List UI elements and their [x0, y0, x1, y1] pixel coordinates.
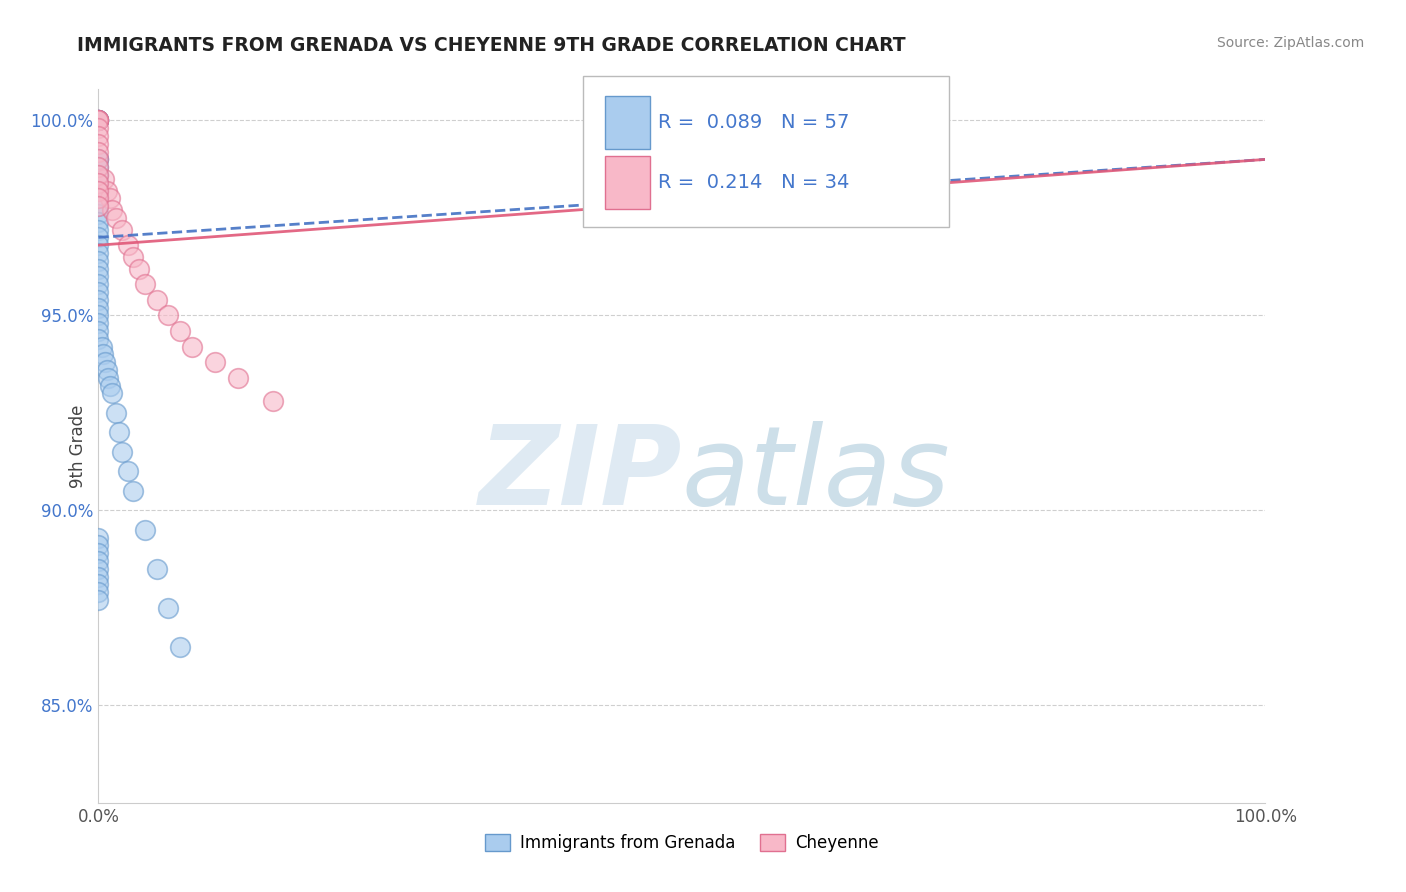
Text: atlas: atlas	[682, 421, 950, 528]
Point	[101, 386, 124, 401]
Point	[117, 464, 139, 478]
Point	[87, 324, 110, 338]
Point	[96, 184, 118, 198]
Point	[128, 261, 150, 276]
Point	[87, 316, 110, 330]
Text: R =  0.089   N = 57: R = 0.089 N = 57	[658, 112, 849, 132]
Point	[104, 406, 127, 420]
Point	[111, 222, 134, 236]
Text: IMMIGRANTS FROM GRENADA VS CHEYENNE 9TH GRADE CORRELATION CHART: IMMIGRANTS FROM GRENADA VS CHEYENNE 9TH …	[77, 36, 905, 54]
Point	[87, 176, 110, 190]
Text: Source: ZipAtlas.com: Source: ZipAtlas.com	[1216, 36, 1364, 50]
Point	[87, 215, 110, 229]
Point	[87, 199, 110, 213]
Point	[157, 600, 180, 615]
Point	[87, 577, 110, 591]
Point	[87, 136, 110, 151]
Point	[204, 355, 226, 369]
Point	[90, 340, 112, 354]
Point	[117, 238, 139, 252]
Point	[87, 269, 110, 284]
Point	[87, 113, 110, 128]
Point	[87, 332, 110, 346]
Point	[880, 113, 903, 128]
Point	[87, 199, 110, 213]
Point	[87, 309, 110, 323]
Point	[180, 340, 202, 354]
Point	[87, 121, 110, 136]
Point	[87, 554, 110, 568]
Point	[87, 593, 110, 607]
Point	[87, 168, 110, 182]
Point	[146, 293, 169, 307]
Point	[87, 113, 110, 128]
Point	[169, 324, 191, 338]
Text: R =  0.214   N = 34: R = 0.214 N = 34	[658, 173, 849, 193]
Point	[134, 277, 156, 292]
Point	[108, 425, 131, 440]
Point	[97, 370, 120, 384]
Point	[111, 445, 134, 459]
Point	[87, 301, 110, 315]
Point	[87, 184, 110, 198]
Point	[87, 546, 110, 560]
Point	[87, 585, 110, 599]
Point	[87, 538, 110, 552]
Point	[87, 238, 110, 252]
Point	[87, 153, 110, 167]
Point	[104, 211, 127, 225]
Point	[87, 113, 110, 128]
Point	[87, 145, 110, 159]
Point	[87, 113, 110, 128]
Point	[87, 230, 110, 244]
Point	[91, 347, 114, 361]
Point	[134, 523, 156, 537]
Point	[87, 246, 110, 260]
Point	[98, 191, 121, 205]
Point	[87, 531, 110, 545]
Point	[87, 222, 110, 236]
Y-axis label: 9th Grade: 9th Grade	[69, 404, 87, 488]
Point	[87, 153, 110, 167]
Point	[87, 261, 110, 276]
Point	[122, 250, 145, 264]
Point	[87, 176, 110, 190]
Point	[94, 355, 117, 369]
Point	[87, 113, 110, 128]
Point	[87, 160, 110, 174]
Point	[146, 562, 169, 576]
Point	[87, 293, 110, 307]
Point	[87, 191, 110, 205]
Point	[101, 203, 124, 218]
Point	[87, 191, 110, 205]
Point	[96, 363, 118, 377]
Point	[93, 172, 115, 186]
Point	[846, 113, 869, 128]
Point	[87, 113, 110, 128]
Legend: Immigrants from Grenada, Cheyenne: Immigrants from Grenada, Cheyenne	[478, 827, 886, 859]
Point	[87, 253, 110, 268]
Point	[880, 113, 903, 128]
Point	[157, 309, 180, 323]
Point	[262, 394, 284, 409]
Point	[87, 113, 110, 128]
Point	[87, 184, 110, 198]
Point	[87, 277, 110, 292]
Point	[87, 153, 110, 167]
Point	[846, 113, 869, 128]
Point	[87, 562, 110, 576]
Point	[98, 378, 121, 392]
Point	[169, 640, 191, 654]
Point	[87, 113, 110, 128]
Point	[87, 207, 110, 221]
Point	[87, 168, 110, 182]
Point	[87, 128, 110, 143]
Point	[122, 483, 145, 498]
Point	[87, 285, 110, 299]
Point	[87, 160, 110, 174]
Point	[228, 370, 250, 384]
Point	[87, 113, 110, 128]
Point	[87, 569, 110, 583]
Text: ZIP: ZIP	[478, 421, 682, 528]
